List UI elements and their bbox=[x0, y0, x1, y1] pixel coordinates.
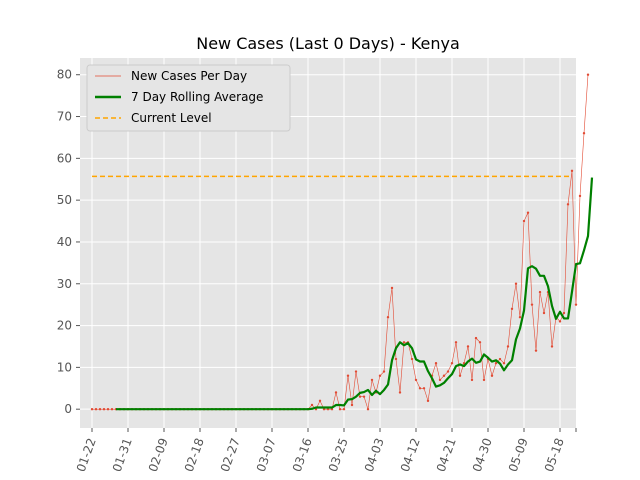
daily-case-point bbox=[342, 407, 346, 411]
daily-case-point bbox=[106, 407, 110, 411]
daily-case-point bbox=[442, 374, 446, 377]
daily-case-point bbox=[482, 378, 486, 382]
legend-label-rolling: 7 Day Rolling Average bbox=[131, 90, 263, 104]
daily-case-point bbox=[94, 407, 98, 411]
daily-case-point bbox=[422, 387, 426, 390]
daily-case-point bbox=[438, 378, 442, 382]
series-layer bbox=[90, 73, 594, 411]
daily-case-point bbox=[362, 395, 366, 398]
x-tick-label: 03-25 bbox=[326, 436, 351, 474]
daily-case-point bbox=[426, 399, 430, 403]
daily-case-point bbox=[558, 320, 562, 323]
daily-case-point bbox=[490, 374, 494, 377]
daily-case-point bbox=[502, 362, 506, 365]
daily-case-point bbox=[510, 307, 514, 311]
legend-label-level: Current Level bbox=[131, 111, 212, 125]
daily-case-point bbox=[454, 341, 458, 344]
daily-case-point bbox=[386, 316, 390, 319]
x-tick-label: 03-07 bbox=[254, 436, 279, 474]
legend: New Cases Per Day 7 Day Rolling Average … bbox=[86, 64, 291, 132]
x-tick-label: 02-27 bbox=[218, 436, 243, 474]
daily-case-point bbox=[350, 403, 354, 407]
x-tick-label: 04-03 bbox=[362, 436, 387, 474]
daily-case-point bbox=[494, 362, 498, 365]
daily-case-point bbox=[566, 203, 570, 206]
daily-case-point bbox=[586, 73, 590, 76]
daily-case-point bbox=[470, 378, 474, 382]
daily-case-point bbox=[522, 219, 526, 223]
y-tick-label: 10 bbox=[57, 360, 72, 374]
x-tick-label: 05-09 bbox=[506, 436, 531, 474]
daily-case-point bbox=[534, 349, 538, 352]
daily-case-point bbox=[574, 303, 578, 306]
y-tick-label: 20 bbox=[57, 319, 72, 333]
daily-case-point bbox=[310, 403, 314, 407]
daily-case-point bbox=[414, 378, 418, 382]
daily-case-point bbox=[346, 374, 350, 377]
daily-case-point bbox=[570, 169, 574, 173]
x-tick-label: 04-12 bbox=[398, 436, 423, 474]
daily-case-point bbox=[538, 290, 542, 294]
x-tick-label: 02-09 bbox=[146, 436, 171, 474]
daily-case-point bbox=[526, 211, 530, 214]
daily-case-point bbox=[354, 370, 358, 373]
daily-case-point bbox=[370, 378, 374, 382]
daily-case-point bbox=[418, 387, 422, 390]
daily-case-point bbox=[434, 362, 438, 365]
daily-case-point bbox=[562, 311, 566, 315]
daily-case-point bbox=[378, 374, 382, 377]
daily-case-point bbox=[366, 407, 370, 411]
daily-case-point bbox=[338, 407, 342, 411]
y-tick-label: 80 bbox=[57, 68, 72, 82]
daily-case-point bbox=[382, 370, 386, 373]
daily-case-point bbox=[446, 370, 450, 373]
legend-label-daily: New Cases Per Day bbox=[131, 69, 247, 83]
daily-case-point bbox=[90, 407, 94, 411]
daily-case-point bbox=[514, 282, 518, 285]
daily-case-point bbox=[466, 345, 470, 348]
daily-case-point bbox=[550, 345, 554, 348]
daily-case-point bbox=[478, 341, 482, 344]
daily-case-point bbox=[542, 311, 546, 315]
legend-box bbox=[86, 64, 291, 132]
daily-case-point bbox=[110, 407, 114, 411]
daily-case-point bbox=[506, 345, 510, 348]
x-tick-label: 01-31 bbox=[110, 436, 135, 474]
daily-case-point bbox=[498, 357, 502, 361]
daily-case-point bbox=[398, 391, 402, 394]
daily-case-point bbox=[358, 395, 362, 398]
x-tick-label: 03-16 bbox=[290, 436, 315, 474]
y-tick-label: 50 bbox=[57, 193, 72, 207]
x-tick-label: 05-18 bbox=[542, 436, 567, 474]
y-tick-label: 40 bbox=[57, 235, 72, 249]
daily-case-point bbox=[578, 194, 582, 198]
daily-case-point bbox=[450, 362, 454, 365]
daily-case-point bbox=[582, 132, 586, 135]
x-tick-label: 04-30 bbox=[470, 436, 495, 474]
x-tick-label: 02-18 bbox=[182, 436, 207, 474]
daily-case-point bbox=[102, 407, 106, 411]
daily-case-point bbox=[334, 391, 338, 394]
daily-case-point bbox=[98, 407, 102, 411]
x-tick-label: 04-21 bbox=[434, 436, 459, 474]
y-tick-label: 30 bbox=[57, 277, 72, 291]
daily-case-point bbox=[474, 336, 478, 340]
daily-case-point bbox=[402, 341, 406, 344]
daily-case-point bbox=[530, 303, 534, 306]
y-tick-label: 60 bbox=[57, 151, 72, 165]
y-tick-label: 0 bbox=[64, 402, 72, 416]
daily-case-point bbox=[394, 357, 398, 361]
daily-case-point bbox=[458, 374, 462, 377]
daily-case-point bbox=[410, 357, 414, 361]
daily-case-point bbox=[318, 399, 322, 403]
x-tick-label: 01-22 bbox=[74, 436, 99, 474]
daily-case-point bbox=[518, 316, 522, 319]
chart-title: New Cases (Last 0 Days) - Kenya bbox=[196, 34, 460, 53]
rolling-average-line bbox=[116, 177, 594, 411]
y-tick-label: 70 bbox=[57, 110, 72, 124]
daily-case-point bbox=[390, 286, 394, 290]
